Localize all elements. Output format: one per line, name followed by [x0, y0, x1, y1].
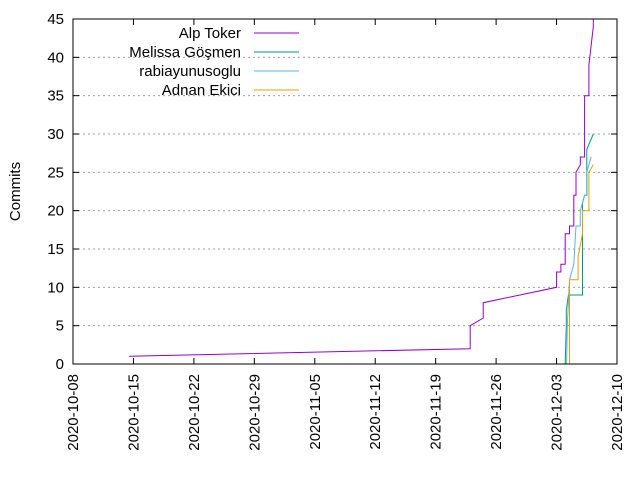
y-tick-label: 25 [47, 164, 64, 181]
x-tick-label: 2020-11-26 [488, 374, 505, 450]
y-tick-label: 0 [56, 356, 64, 373]
legend-label-3: Adnan Ekici [162, 82, 241, 99]
x-tick-label: 2020-11-05 [307, 374, 324, 450]
x-axis: 2020-10-08 2020-10-15 2020-10-22 2020-10-29… [65, 19, 626, 451]
x-tick-label: 2020-10-29 [246, 374, 263, 451]
legend-label-0: Alp Toker [179, 25, 241, 42]
y-tick-label: 20 [47, 203, 64, 220]
legend-label-1: Melissa Göşmen [129, 44, 241, 61]
y-tick-label: 35 [47, 88, 64, 105]
legend-label-2: rabiayunusoglu [139, 63, 241, 80]
y-tick-label: 40 [47, 49, 64, 66]
x-tick-label: 2020-10-22 [186, 374, 203, 451]
plot-frame [72, 18, 618, 365]
x-tick-label: 2020-12-10 [609, 374, 626, 451]
y-tick-label: 5 [56, 318, 64, 335]
y-tick-label: 10 [47, 279, 64, 296]
series-line-2 [566, 156, 592, 365]
gridlines [73, 56, 617, 327]
y-axis-title: Commits [7, 162, 24, 221]
legend: Alp Toker Melissa Göşmen rabiayunusoglu Adn… [129, 25, 299, 99]
series-lines [129, 19, 594, 365]
x-tick-label: 2020-10-08 [65, 374, 82, 451]
series-line-0 [129, 19, 594, 357]
x-tick-label: 2020-11-19 [428, 374, 445, 450]
series-line-3 [569, 164, 594, 364]
y-tick-label: 30 [47, 126, 64, 143]
y-tick-label: 45 [47, 11, 64, 28]
y-axis: 0 5 10 15 20 25 30 35 40 45 [47, 11, 617, 373]
x-tick-label: 2020-12-03 [549, 374, 566, 451]
x-tick-label: 2020-11-12 [367, 374, 384, 450]
x-tick-label: 2020-10-15 [125, 374, 142, 451]
y-tick-label: 15 [47, 241, 64, 258]
